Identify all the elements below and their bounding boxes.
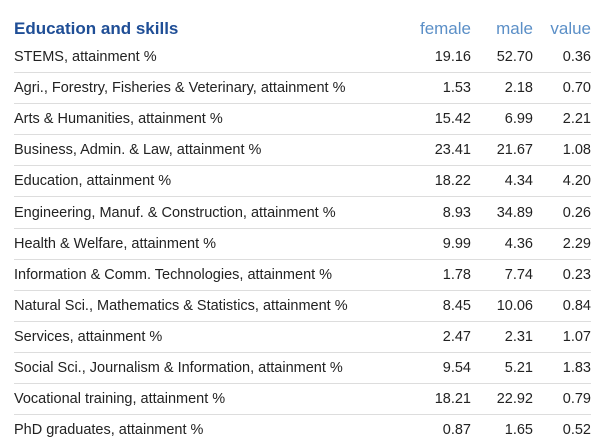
row-label: Social Sci., Journalism & Information, a…: [14, 352, 404, 385]
column-header-male: male: [496, 18, 533, 38]
female-value: 23.41: [404, 134, 471, 167]
table-row: Agri., Forestry, Fisheries & Veterinary,…: [14, 72, 591, 105]
row-label: Business, Admin. & Law, attainment %: [14, 134, 404, 167]
row-label: PhD graduates, attainment %: [14, 422, 204, 439]
female-value: 19.16: [404, 42, 471, 74]
female-value: 9.54: [404, 352, 471, 385]
male-value: 21.67: [471, 134, 533, 167]
male-value: 22.92: [471, 383, 533, 416]
ratio-value: 0.52: [562, 422, 591, 439]
female-value: 15.42: [404, 103, 471, 136]
male-value: 6.99: [471, 103, 533, 136]
table-body: STEMS, attainment % 19.16 52.70 0.36 Agr…: [14, 42, 591, 445]
column-header-value: value: [550, 18, 591, 38]
table-row: Vocational training, attainment % 18.21 …: [14, 383, 591, 416]
table-row: Engineering, Manuf. & Construction, atta…: [14, 196, 591, 229]
table-row: Natural Sci., Mathematics & Statistics, …: [14, 290, 591, 322]
male-value: 2.18: [471, 72, 533, 105]
ratio-value: 0.26: [533, 196, 591, 229]
ratio-value: 0.36: [533, 42, 591, 74]
row-label: Vocational training, attainment %: [14, 383, 404, 416]
ratio-value: 0.79: [533, 383, 591, 416]
female-value: 1.53: [404, 72, 471, 105]
row-label: Natural Sci., Mathematics & Statistics, …: [14, 290, 404, 322]
table-row: Information & Comm. Technologies, attain…: [14, 259, 591, 291]
table-title: Education and skills: [14, 18, 179, 38]
ratio-value: 0.70: [533, 72, 591, 105]
male-value: 4.34: [471, 165, 533, 198]
table-row: Education, attainment % 18.22 4.34 4.20: [14, 165, 591, 198]
table-header-row: Education and skills female male value: [14, 15, 591, 42]
table-row: STEMS, attainment % 19.16 52.70 0.36: [14, 42, 591, 74]
ratio-value: 0.23: [533, 259, 591, 291]
ratio-value: 2.21: [533, 103, 591, 136]
male-value: 7.74: [471, 259, 533, 291]
table-row: Social Sci., Journalism & Information, a…: [14, 352, 591, 385]
female-value: 8.45: [404, 290, 471, 322]
male-value: 1.65: [504, 422, 533, 439]
row-label: Services, attainment %: [14, 321, 404, 353]
ratio-value: 0.84: [533, 290, 591, 322]
female-value: 1.78: [404, 259, 471, 291]
table-row: Business, Admin. & Law, attainment % 23.…: [14, 134, 591, 167]
ratio-value: 4.20: [533, 165, 591, 198]
table-row: PhD graduates, attainment % 0.87 1.65 0.…: [14, 415, 591, 445]
female-value: 9.99: [404, 228, 471, 260]
male-value: 2.31: [471, 321, 533, 353]
row-label: Information & Comm. Technologies, attain…: [14, 259, 404, 291]
column-header-female: female: [419, 18, 471, 38]
education-skills-table: Education and skills female male value S…: [14, 15, 591, 445]
row-label: STEMS, attainment %: [14, 42, 404, 74]
male-value: 4.36: [471, 228, 533, 260]
row-label: Education, attainment %: [14, 165, 404, 198]
row-label: Agri., Forestry, Fisheries & Veterinary,…: [14, 72, 404, 105]
female-value: 0.87: [442, 422, 471, 439]
ratio-value: 1.07: [533, 321, 591, 353]
female-value: 18.21: [404, 383, 471, 416]
ratio-value: 2.29: [533, 228, 591, 260]
male-value: 52.70: [471, 42, 533, 74]
male-value: 10.06: [471, 290, 533, 322]
table-row: Services, attainment % 2.47 2.31 1.07: [14, 321, 591, 353]
male-value: 5.21: [471, 352, 533, 385]
ratio-value: 1.83: [533, 352, 591, 385]
row-label: Engineering, Manuf. & Construction, atta…: [14, 196, 404, 229]
row-label: Arts & Humanities, attainment %: [14, 103, 404, 136]
table-row: Arts & Humanities, attainment % 15.42 6.…: [14, 103, 591, 136]
female-value: 2.47: [404, 321, 471, 353]
female-value: 18.22: [404, 165, 471, 198]
ratio-value: 1.08: [533, 134, 591, 167]
female-value: 8.93: [404, 196, 471, 229]
male-value: 34.89: [471, 196, 533, 229]
row-label: Health & Welfare, attainment %: [14, 228, 404, 260]
table-row: Health & Welfare, attainment % 9.99 4.36…: [14, 228, 591, 260]
